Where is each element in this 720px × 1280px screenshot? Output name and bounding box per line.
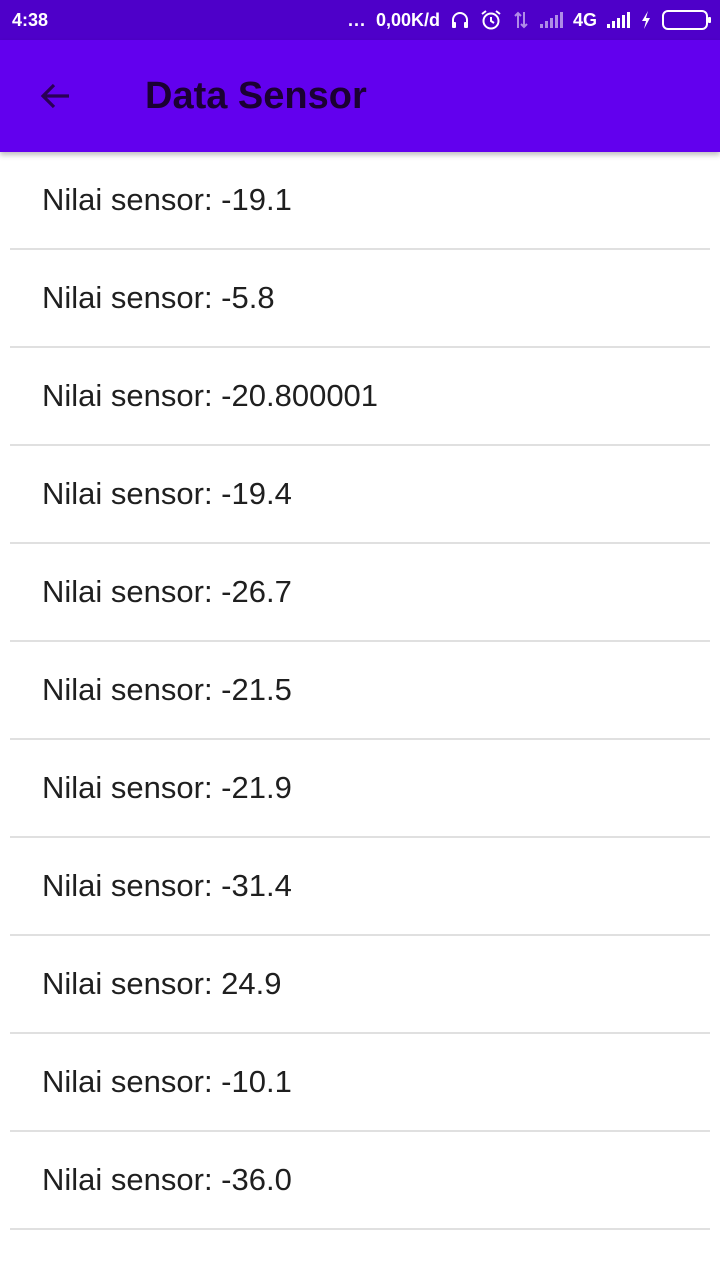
back-button[interactable] (0, 40, 112, 152)
sensor-value-label: Nilai sensor: -36.0 (42, 1162, 292, 1197)
headphones-icon (450, 8, 470, 32)
sensor-value-label: Nilai sensor: -20.800001 (42, 378, 379, 413)
list-item[interactable]: Nilai sensor: -20.800001 (10, 348, 710, 446)
sensor-value-label: Nilai sensor: -31.4 (42, 868, 292, 903)
arrow-left-icon (40, 83, 69, 109)
status-icons: ... 0,00K/d 4G (347, 8, 711, 32)
list-item[interactable]: Nilai sensor: -31.4 (10, 838, 710, 936)
page-title: Data Sensor (145, 74, 367, 117)
network-type: 4G (572, 9, 597, 30)
sensor-value-label: Nilai sensor: -5.8 (42, 280, 275, 315)
charging-icon (640, 8, 652, 32)
signal-icon (607, 12, 630, 28)
more-notifications-icon: ... (347, 9, 366, 30)
list-item[interactable]: Nilai sensor: -19.4 (10, 446, 710, 544)
list-item[interactable]: Nilai sensor: 24.9 (10, 936, 710, 1034)
sensor-value-label: Nilai sensor: -21.9 (42, 770, 292, 805)
battery-icon (662, 10, 711, 30)
signal-icon (539, 12, 563, 28)
list-item[interactable]: Nilai sensor: -36.0 (10, 1132, 710, 1230)
sensor-list: Nilai sensor: -19.1 Nilai sensor: -5.8 N… (0, 152, 720, 1230)
list-item[interactable]: Nilai sensor: -5.8 (10, 250, 710, 348)
list-item[interactable]: Nilai sensor: -26.7 (10, 544, 710, 642)
sensor-value-label: Nilai sensor: -21.5 (42, 672, 292, 707)
net-speed: 0,00K/d (375, 9, 440, 30)
sensor-value-label: Nilai sensor: -26.7 (42, 574, 292, 609)
status-time: 4:38 (12, 9, 49, 30)
list-item[interactable]: Nilai sensor: -21.5 (10, 642, 710, 740)
sensor-value-label: Nilai sensor: 24.9 (42, 966, 282, 1001)
list-item[interactable]: Nilai sensor: -19.1 (10, 152, 710, 250)
data-transfer-icon (512, 8, 530, 32)
sensor-value-label: Nilai sensor: -19.1 (42, 182, 292, 217)
sensor-value-label: Nilai sensor: -19.4 (42, 476, 292, 511)
alarm-icon (480, 8, 502, 32)
app-bar: Data Sensor (0, 40, 720, 152)
list-item[interactable]: Nilai sensor: -10.1 (10, 1034, 710, 1132)
list-item[interactable]: Nilai sensor: -21.9 (10, 740, 710, 838)
sensor-value-label: Nilai sensor: -10.1 (42, 1064, 292, 1099)
status-bar: 4:38 ... 0,00K/d 4G (0, 0, 720, 40)
